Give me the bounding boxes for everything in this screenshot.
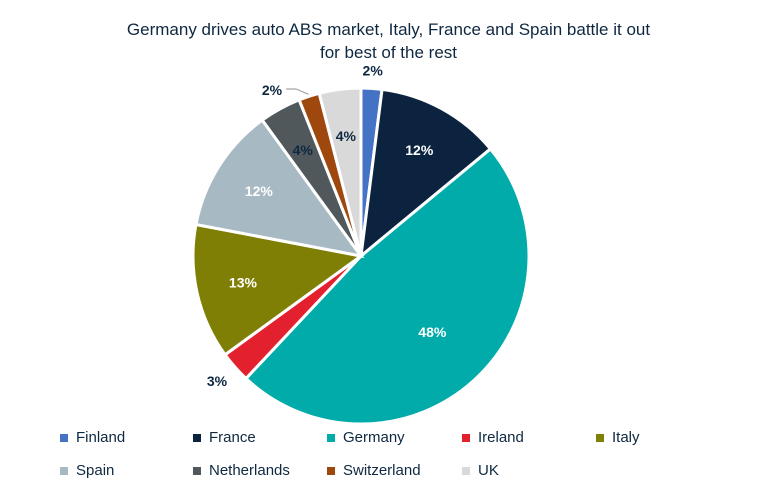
legend-label: France bbox=[209, 429, 256, 446]
data-label-italy: 13% bbox=[229, 274, 258, 290]
data-label-netherlands: 4% bbox=[293, 142, 314, 158]
legend-swatch bbox=[462, 466, 470, 475]
slice-spain bbox=[194, 117, 365, 259]
legend-label: Ireland bbox=[478, 429, 524, 446]
data-label-switzerland: 2% bbox=[262, 82, 283, 98]
legend-item-germany: Germany bbox=[327, 429, 405, 446]
legend-label: Netherlands bbox=[209, 462, 290, 479]
legend-label: UK bbox=[478, 462, 499, 479]
data-label-spain: 12% bbox=[245, 183, 274, 199]
legend-swatch bbox=[193, 433, 201, 442]
data-label-uk: 4% bbox=[336, 128, 357, 144]
legend-swatch bbox=[462, 433, 470, 442]
chart-title: Germany drives auto ABS market, Italy, F… bbox=[0, 18, 777, 64]
legend-swatch bbox=[60, 466, 68, 475]
legend-item-italy: Italy bbox=[596, 429, 640, 446]
legend-swatch bbox=[193, 466, 201, 475]
legend-label: Finland bbox=[76, 429, 126, 446]
legend-item-france: France bbox=[193, 429, 256, 446]
data-label-ireland: 3% bbox=[207, 373, 228, 389]
legend-swatch bbox=[327, 466, 335, 475]
slice-italy bbox=[191, 222, 365, 357]
data-label-france: 12% bbox=[405, 142, 434, 158]
data-label-finland: 2% bbox=[363, 62, 384, 78]
legend-swatch bbox=[596, 433, 604, 442]
legend-label: Switzerland bbox=[343, 462, 421, 479]
data-label-germany: 48% bbox=[418, 324, 447, 340]
slice-uk bbox=[317, 86, 363, 257]
legend-swatch bbox=[60, 433, 68, 442]
legend-item-ireland: Ireland bbox=[462, 429, 524, 446]
legend-item-uk: UK bbox=[462, 462, 499, 479]
legend-label: Germany bbox=[343, 429, 405, 446]
legend-label: Italy bbox=[612, 429, 640, 446]
title-line-2: for best of the rest bbox=[319, 43, 457, 62]
legend-item-switzerland: Switzerland bbox=[327, 462, 421, 479]
legend-swatch bbox=[327, 433, 335, 442]
slice-france bbox=[359, 87, 493, 260]
leader-line-switzerland bbox=[286, 88, 309, 95]
title-line-1: Germany drives auto ABS market, Italy, F… bbox=[126, 20, 651, 39]
legend-label: Spain bbox=[76, 462, 115, 479]
legend-item-netherlands: Netherlands bbox=[193, 462, 290, 479]
legend-item-spain: Spain bbox=[60, 462, 114, 479]
legend-item-finland: Finland bbox=[60, 429, 125, 446]
slice-germany bbox=[243, 146, 531, 426]
